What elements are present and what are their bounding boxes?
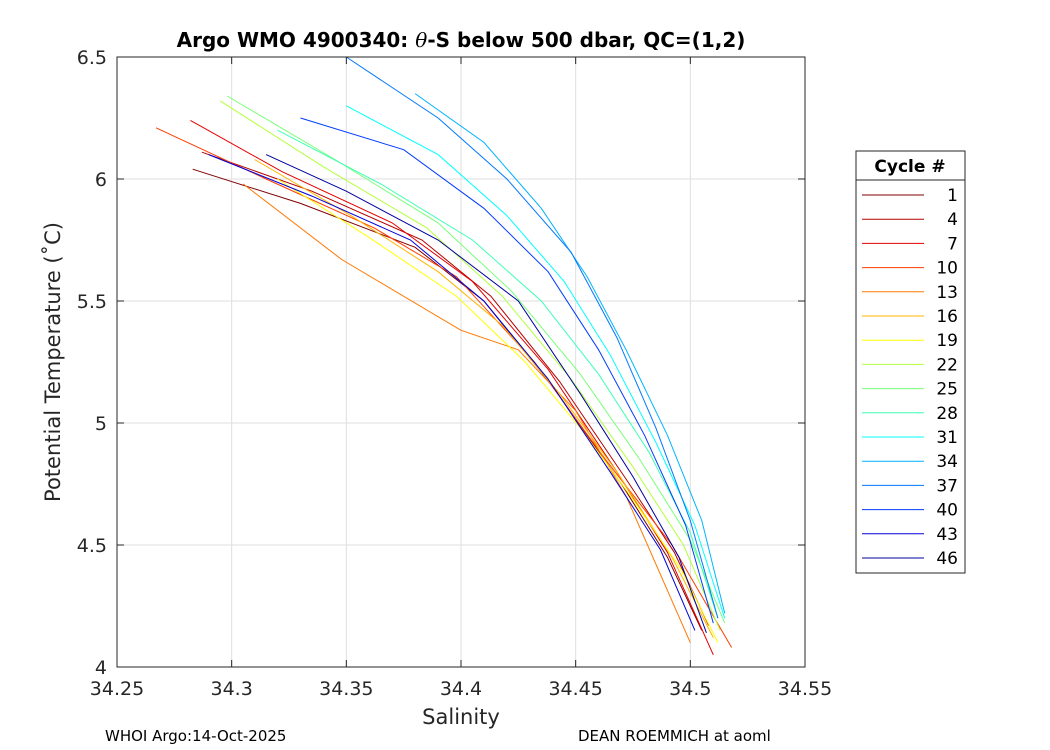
legend-label-cycle-46: 46 [936, 549, 958, 569]
x-tick-labels: 34.25 34.3 34.35 34.4 34.45 34.5 34.55 [90, 678, 832, 700]
chart-title-theta: θ [415, 28, 427, 52]
series-line-cycle-7 [190, 119, 714, 656]
y-tick-label-4: 6 [95, 169, 107, 191]
series-line-cycle-46 [265, 154, 707, 633]
y-tick-label-1: 4.5 [77, 535, 107, 557]
legend-label-cycle-16: 16 [936, 307, 958, 327]
legend-label-cycle-40: 40 [936, 501, 958, 521]
footer-left: WHOI Argo:14-Oct-2025 [105, 727, 286, 745]
legend-label-cycle-22: 22 [936, 355, 958, 375]
legend-label-cycle-10: 10 [936, 259, 958, 279]
x-tick-label-5: 34.5 [669, 678, 711, 700]
legend-entries: 1 4 7 10 13 16 19 22 25 28 31 34 37 40 43 46 [862, 186, 958, 569]
y-axis-label: Potential Temperature (˚C) [41, 222, 65, 502]
legend-label-cycle-43: 43 [936, 525, 958, 545]
tick-marks [116, 56, 806, 668]
x-tick-label-4: 34.45 [548, 678, 602, 700]
legend-box [855, 150, 966, 574]
series-lines [155, 56, 733, 656]
legend: Cycle # 1 4 7 10 13 16 19 22 25 28 31 34 37 40 43 46 [855, 150, 966, 574]
series-line-cycle-34 [414, 93, 726, 614]
legend-label-cycle-37: 37 [936, 476, 958, 496]
legend-label-cycle-31: 31 [936, 428, 958, 448]
x-axis-label: Salinity [422, 705, 500, 729]
legend-label-cycle-28: 28 [936, 404, 958, 424]
x-tick-label-3: 34.4 [440, 678, 482, 700]
legend-label-cycle-34: 34 [936, 452, 958, 472]
y-tick-label-3: 5.5 [77, 291, 107, 313]
chart-title-suffix: -S below 500 dbar, QC=(1,2) [427, 28, 745, 52]
legend-label-cycle-25: 25 [936, 380, 958, 400]
x-tick-label-1: 34.3 [211, 678, 253, 700]
y-tick-label-2: 5 [95, 413, 107, 435]
legend-label-cycle-7: 7 [947, 234, 958, 254]
y-tick-label-5: 6.5 [77, 47, 107, 69]
series-line-cycle-25 [226, 95, 726, 624]
y-tick-label-0: 4 [95, 657, 107, 679]
series-line-cycle-22 [219, 100, 721, 631]
series-line-cycle-43 [208, 154, 696, 631]
legend-label-cycle-4: 4 [947, 210, 958, 230]
series-line-cycle-40 [300, 117, 714, 624]
series-line-cycle-4 [201, 151, 710, 626]
legend-label-cycle-1: 1 [947, 186, 958, 206]
x-tick-label-0: 34.25 [90, 678, 144, 700]
series-line-cycle-31 [346, 105, 726, 619]
legend-title: Cycle # [874, 157, 945, 177]
series-line-cycle-37 [346, 56, 719, 619]
chart-title-prefix: Argo WMO 4900340: [177, 28, 416, 52]
x-tick-label-6: 34.55 [778, 678, 832, 700]
series-line-cycle-19 [277, 178, 719, 643]
chart-title: Argo WMO 4900340: θ-S below 500 dbar, QC… [177, 28, 746, 52]
x-tick-label-2: 34.35 [319, 678, 373, 700]
legend-label-cycle-13: 13 [936, 283, 958, 303]
y-tick-labels: 4 4.5 5 5.5 6 6.5 [77, 47, 107, 679]
footer-right: DEAN ROEMMICH at aoml [578, 727, 771, 745]
legend-label-cycle-19: 19 [936, 331, 958, 351]
